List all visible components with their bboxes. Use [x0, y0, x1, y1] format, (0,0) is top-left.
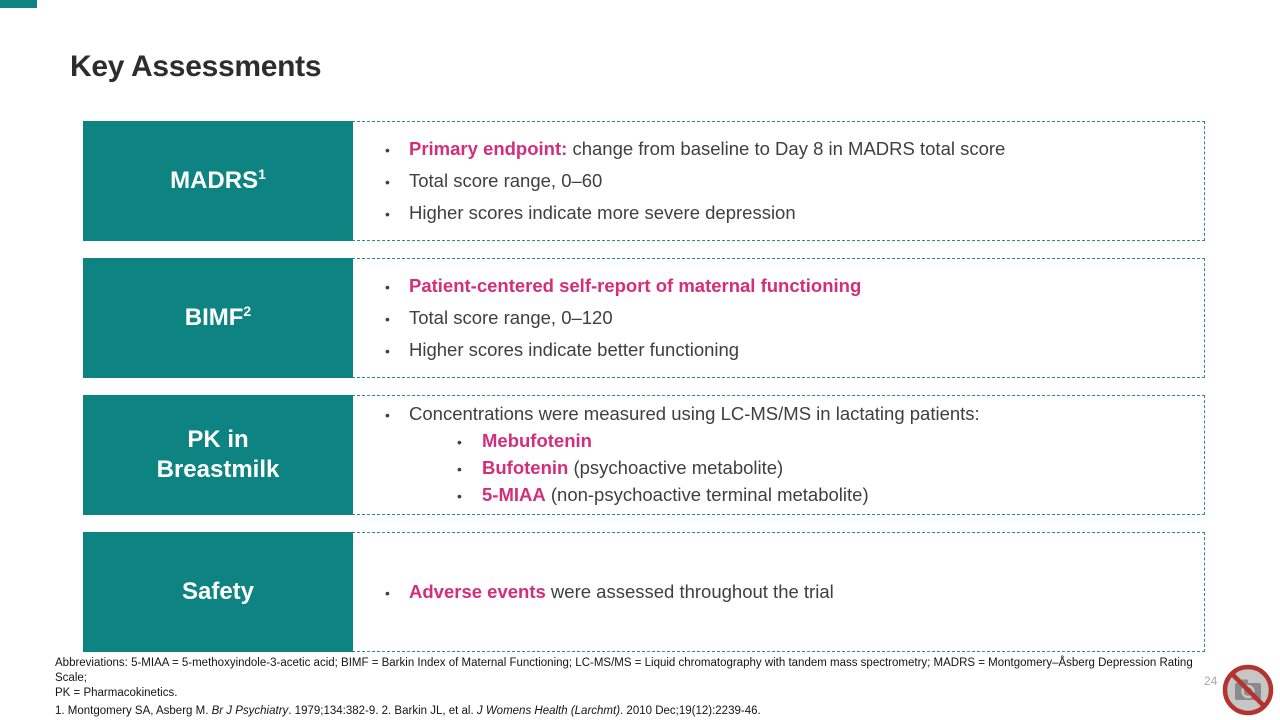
- page-title: Key Assessments: [70, 50, 322, 83]
- bullet-item: • Adverse events were assessed throughou…: [385, 581, 1194, 604]
- bullet-icon: •: [385, 310, 390, 327]
- bullet-item: • Total score range, 0–120: [385, 307, 1194, 330]
- bullet-text: Primary endpoint: change from baseline t…: [409, 137, 1006, 159]
- bullet-icon: •: [457, 488, 462, 504]
- bullet-text: Mebufotenin: [482, 430, 592, 451]
- bullet-item: • Higher scores indicate more severe dep…: [385, 202, 1194, 225]
- bullet-text: Higher scores indicate more severe depre…: [409, 201, 796, 223]
- bullet-icon: •: [385, 278, 390, 295]
- row-label-text-line2: Breastmilk: [156, 456, 280, 483]
- bullet-icon: •: [385, 173, 390, 190]
- bullet-item: • Primary endpoint: change from baseline…: [385, 138, 1194, 161]
- footer: Abbreviations: 5-MIAA = 5-methoxyindole-…: [55, 656, 1210, 719]
- references: 1. Montgomery SA, Asberg M. Br J Psychia…: [55, 705, 761, 717]
- sub-bullet-item: • Bufotenin (psychoactive metabolite): [385, 457, 1194, 480]
- sub-bullet-item: • 5-MIAA (non-psychoactive terminal meta…: [385, 484, 1194, 507]
- row-label-madrs: MADRS1: [83, 121, 353, 241]
- row-label-text: Safety: [181, 578, 255, 605]
- reference-superscript: 2: [243, 303, 252, 319]
- page-number: 24: [1204, 674, 1218, 688]
- top-left-accent-bar: [0, 0, 37, 8]
- bullet-text: Adverse events were assessed throughout …: [409, 580, 834, 602]
- row-label-bimf: BIMF2: [83, 258, 353, 378]
- row-content-madrs: • Primary endpoint: change from baseline…: [352, 121, 1205, 241]
- row-label-text: BIMF2: [184, 303, 252, 331]
- bullet-icon: •: [385, 141, 390, 158]
- abbreviations-line2: PK = Pharmacokinetics.: [55, 687, 178, 699]
- bullet-text: Concentrations were measured using LC-MS…: [409, 403, 980, 424]
- bullet-item: • Concentrations were measured using LC-…: [385, 403, 1194, 426]
- assessment-row-safety: Safety • Adverse events were assessed th…: [83, 532, 1205, 652]
- row-content-pk-breastmilk: • Concentrations were measured using LC-…: [352, 395, 1205, 515]
- bullet-icon: •: [457, 434, 462, 450]
- assessment-row-bimf: BIMF2 • Patient-centered self-report of …: [83, 258, 1205, 378]
- bullet-text: Total score range, 0–120: [409, 306, 613, 328]
- row-label-safety: Safety: [83, 532, 353, 652]
- bullet-text: Higher scores indicate better functionin…: [409, 338, 740, 360]
- bullet-item: • Total score range, 0–60: [385, 170, 1194, 193]
- assessment-row-pk-breastmilk: PK in Breastmilk • Concentrations were m…: [83, 395, 1205, 515]
- row-content-safety: • Adverse events were assessed throughou…: [352, 532, 1205, 652]
- assessment-row-madrs: MADRS1 • Primary endpoint: change from b…: [83, 121, 1205, 241]
- bullet-text: Patient-centered self-report of maternal…: [409, 274, 862, 296]
- row-label-pk-breastmilk: PK in Breastmilk: [83, 395, 353, 515]
- bullet-icon: •: [385, 407, 390, 423]
- row-label-text: MADRS1: [170, 166, 266, 194]
- sub-bullet-item: • Mebufotenin: [385, 430, 1194, 453]
- reference-superscript: 1: [258, 166, 266, 182]
- bullet-icon: •: [385, 205, 390, 222]
- bullet-icon: •: [457, 461, 462, 477]
- bullet-icon: •: [385, 342, 390, 359]
- bullet-item: • Patient-centered self-report of matern…: [385, 275, 1194, 298]
- bullet-icon: •: [385, 584, 390, 601]
- bullet-text: Bufotenin (psychoactive metabolite): [482, 457, 784, 478]
- bullet-item: • Higher scores indicate better function…: [385, 339, 1194, 362]
- bullet-text: Total score range, 0–60: [409, 169, 603, 191]
- assessment-rows: MADRS1 • Primary endpoint: change from b…: [83, 121, 1205, 669]
- bullet-text: 5-MIAA (non-psychoactive terminal metabo…: [482, 484, 869, 505]
- row-content-bimf: • Patient-centered self-report of matern…: [352, 258, 1205, 378]
- row-label-text: PK in: [187, 426, 249, 453]
- camera-off-icon: [1222, 664, 1274, 716]
- abbreviations-line1: Abbreviations: 5-MIAA = 5-methoxyindole-…: [55, 657, 1193, 684]
